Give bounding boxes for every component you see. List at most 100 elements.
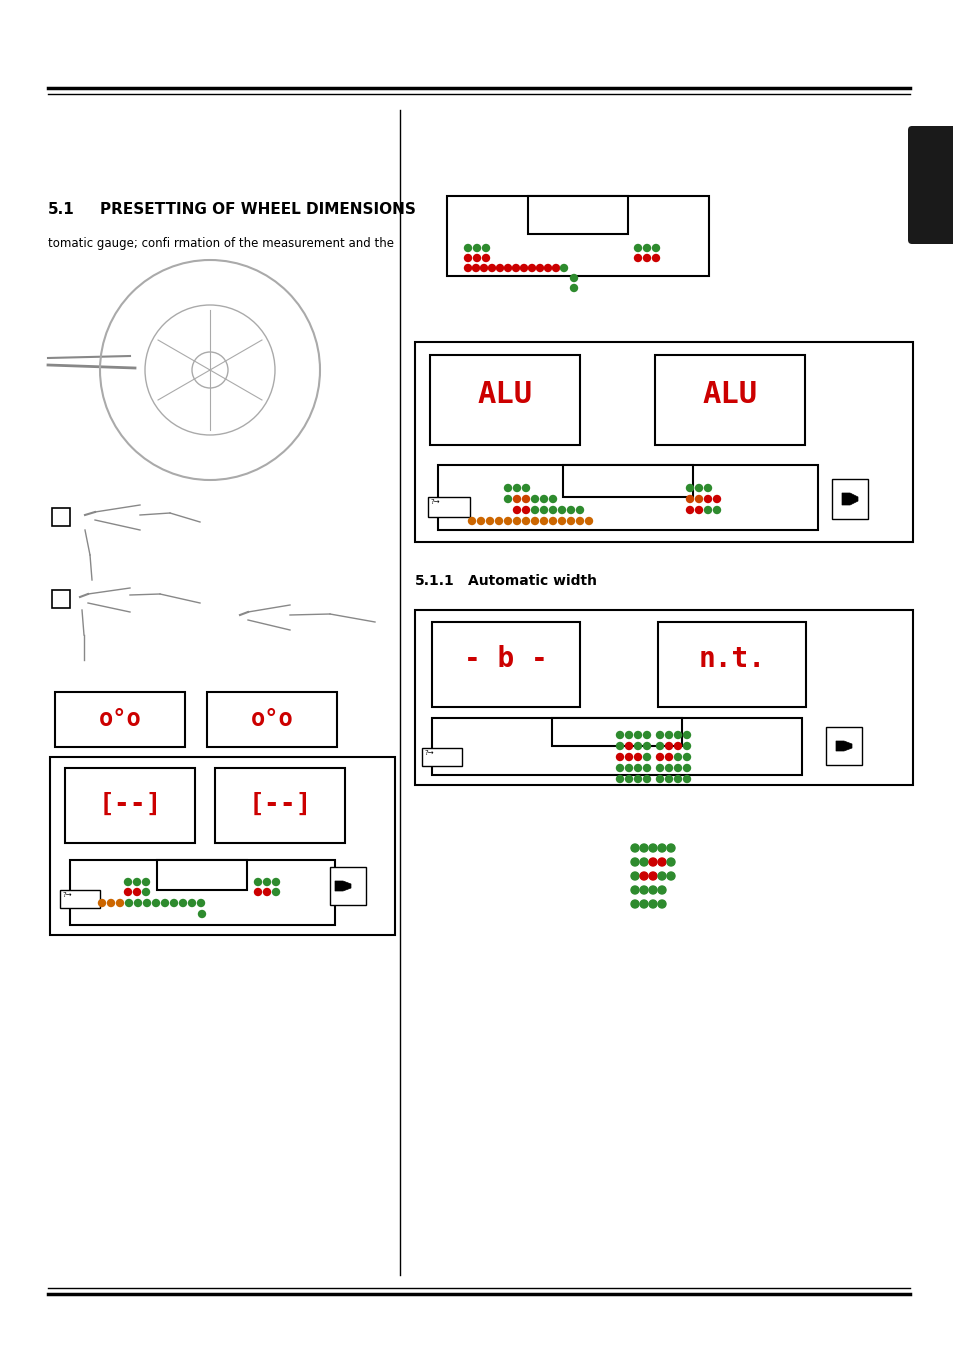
Bar xyxy=(432,622,579,707)
Circle shape xyxy=(630,900,639,909)
Text: o°o: o°o xyxy=(98,707,141,730)
Circle shape xyxy=(576,517,583,525)
Circle shape xyxy=(639,844,647,852)
Circle shape xyxy=(496,265,503,271)
Circle shape xyxy=(480,265,487,271)
Circle shape xyxy=(504,485,511,491)
Text: ALU: ALU xyxy=(476,381,532,409)
Circle shape xyxy=(625,732,632,738)
Circle shape xyxy=(504,265,511,271)
Circle shape xyxy=(263,888,271,895)
Circle shape xyxy=(513,495,520,502)
Circle shape xyxy=(643,743,650,749)
Circle shape xyxy=(703,506,711,513)
Circle shape xyxy=(682,753,690,760)
Circle shape xyxy=(570,285,577,292)
Circle shape xyxy=(528,265,535,271)
Circle shape xyxy=(616,753,623,760)
Circle shape xyxy=(179,899,186,906)
Circle shape xyxy=(658,886,665,894)
Circle shape xyxy=(126,899,132,906)
Circle shape xyxy=(630,844,639,852)
Bar xyxy=(55,693,185,747)
Circle shape xyxy=(540,495,547,502)
Circle shape xyxy=(634,775,640,783)
Circle shape xyxy=(616,764,623,771)
Circle shape xyxy=(142,888,150,895)
Circle shape xyxy=(634,743,640,749)
Bar xyxy=(447,196,708,275)
Circle shape xyxy=(522,495,529,502)
Circle shape xyxy=(520,265,527,271)
Circle shape xyxy=(682,743,690,749)
Bar xyxy=(50,757,395,936)
Circle shape xyxy=(639,872,647,880)
Text: [--]: [--] xyxy=(98,792,162,818)
Bar xyxy=(70,860,335,925)
Circle shape xyxy=(254,879,261,886)
Circle shape xyxy=(665,753,672,760)
Circle shape xyxy=(570,274,577,282)
Circle shape xyxy=(198,910,205,918)
Bar xyxy=(825,728,862,765)
Circle shape xyxy=(536,265,543,271)
Circle shape xyxy=(522,485,529,491)
Circle shape xyxy=(522,506,529,513)
Bar xyxy=(430,355,579,446)
Circle shape xyxy=(686,495,693,502)
Circle shape xyxy=(263,879,271,886)
FancyBboxPatch shape xyxy=(907,126,953,244)
Bar xyxy=(428,497,470,517)
Circle shape xyxy=(630,872,639,880)
Circle shape xyxy=(665,764,672,771)
Circle shape xyxy=(658,872,665,880)
Circle shape xyxy=(98,899,106,906)
Circle shape xyxy=(473,244,480,251)
Circle shape xyxy=(634,764,640,771)
Circle shape xyxy=(686,506,693,513)
Text: - b -: - b - xyxy=(464,645,547,674)
Circle shape xyxy=(495,517,502,525)
Bar xyxy=(658,622,805,707)
Circle shape xyxy=(634,255,640,262)
Circle shape xyxy=(658,844,665,852)
Circle shape xyxy=(552,265,558,271)
Circle shape xyxy=(585,517,592,525)
Circle shape xyxy=(634,732,640,738)
Circle shape xyxy=(703,495,711,502)
Circle shape xyxy=(643,753,650,760)
Circle shape xyxy=(634,244,640,251)
Bar xyxy=(415,342,912,541)
Circle shape xyxy=(576,506,583,513)
Circle shape xyxy=(656,764,662,771)
Text: tomatic gauge; confi rmation of the measurement and the: tomatic gauge; confi rmation of the meas… xyxy=(48,238,394,250)
Circle shape xyxy=(713,506,720,513)
Circle shape xyxy=(713,495,720,502)
Circle shape xyxy=(152,899,159,906)
Bar xyxy=(527,196,627,234)
Bar xyxy=(157,860,247,890)
Circle shape xyxy=(161,899,169,906)
Circle shape xyxy=(643,775,650,783)
Bar xyxy=(52,590,70,608)
Circle shape xyxy=(558,506,565,513)
Circle shape xyxy=(108,899,114,906)
Circle shape xyxy=(674,732,680,738)
Bar xyxy=(552,718,681,747)
Circle shape xyxy=(567,517,574,525)
Circle shape xyxy=(473,255,480,262)
Circle shape xyxy=(513,506,520,513)
Circle shape xyxy=(639,859,647,865)
Bar xyxy=(437,464,817,531)
Circle shape xyxy=(171,899,177,906)
Circle shape xyxy=(639,886,647,894)
Bar xyxy=(415,610,912,784)
Circle shape xyxy=(477,517,484,525)
Circle shape xyxy=(531,495,537,502)
Circle shape xyxy=(648,844,657,852)
Circle shape xyxy=(695,506,701,513)
Circle shape xyxy=(544,265,551,271)
Bar xyxy=(52,508,70,526)
Circle shape xyxy=(273,888,279,895)
Circle shape xyxy=(658,859,665,865)
